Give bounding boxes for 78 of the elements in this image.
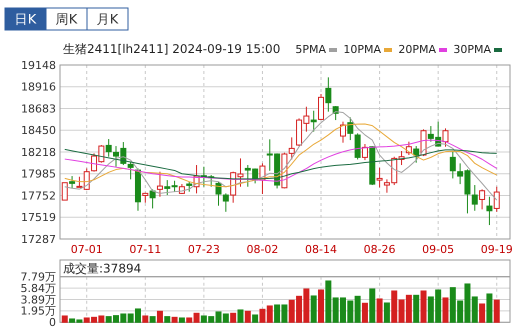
x-tick-label: 07-01 xyxy=(70,243,103,256)
y-tick-label: 3.89万 xyxy=(20,293,56,306)
candlestick xyxy=(142,192,148,204)
x-tick-label: 09-19 xyxy=(480,243,513,256)
candlestick xyxy=(479,188,486,210)
candlestick xyxy=(413,146,420,164)
candlestick xyxy=(376,167,383,188)
legend-label: 5PMA xyxy=(295,43,326,56)
bar xyxy=(156,310,163,323)
bar xyxy=(494,300,500,323)
chart-title: 生猪2411[lh2411] 2024-09-19 15:00 xyxy=(63,42,280,56)
bar xyxy=(318,289,324,323)
y-tick-label: 7.79万 xyxy=(20,270,56,284)
bar xyxy=(442,297,448,323)
x-tick-label: 09-05 xyxy=(422,243,454,256)
candlestick xyxy=(150,188,156,209)
y-tick-label: 17519 xyxy=(21,211,56,224)
bar xyxy=(413,294,420,323)
x-tick-label: 08-14 xyxy=(305,243,338,256)
candlestick xyxy=(354,132,361,160)
candlestick xyxy=(156,171,163,198)
candlestick xyxy=(222,192,229,212)
x-tick-label: 08-02 xyxy=(246,243,278,256)
bar xyxy=(420,290,427,323)
candlestick xyxy=(325,76,332,112)
legend-label: 20PMA xyxy=(398,43,436,56)
bar xyxy=(369,288,376,323)
candlestick xyxy=(450,151,456,179)
y-tick-label: 18218 xyxy=(21,146,56,159)
bar xyxy=(362,302,368,323)
y-tick-label: 17287 xyxy=(21,232,56,246)
y-tick-label: 18683 xyxy=(21,102,56,116)
candlestick xyxy=(486,196,492,226)
bar xyxy=(178,317,185,323)
bar xyxy=(172,316,178,323)
bar xyxy=(310,295,317,323)
chart-title: 成交量:37894 xyxy=(63,262,142,276)
y-tick-label: 0 xyxy=(49,316,56,329)
text: 日K xyxy=(14,12,37,28)
candlestick xyxy=(310,110,317,132)
candlestick xyxy=(347,116,354,141)
bar xyxy=(384,302,390,323)
legend-label: 30PMA xyxy=(453,43,492,56)
y-tick-label: 17752 xyxy=(21,189,56,202)
bar xyxy=(244,310,251,323)
candlestick xyxy=(106,138,112,158)
candlestick xyxy=(442,128,448,148)
bar xyxy=(376,298,383,323)
x-tick-label: 08-26 xyxy=(364,243,396,256)
x-tick-label: 07-11 xyxy=(129,243,162,256)
y-tick-label: 1.95万 xyxy=(20,304,56,318)
y-tick-label: 17985 xyxy=(21,168,56,181)
y-tick-label: 18450 xyxy=(21,124,56,138)
candlestick xyxy=(62,182,68,201)
y-tick-label: 5.84万 xyxy=(20,282,56,295)
y-tick-label: 18916 xyxy=(21,80,56,94)
candlestick xyxy=(186,181,192,192)
candlestick xyxy=(128,161,134,180)
bar xyxy=(164,316,170,323)
y-tick-label: 19148 xyxy=(21,58,56,72)
text: 周K xyxy=(56,12,78,28)
candlestick xyxy=(362,144,368,161)
candlestick xyxy=(340,121,346,144)
bar xyxy=(142,315,148,323)
candlestick xyxy=(318,93,324,121)
bar xyxy=(237,309,244,323)
bar xyxy=(486,293,492,323)
candlestick xyxy=(494,186,500,212)
bar xyxy=(150,316,156,323)
bar xyxy=(230,312,236,323)
bar xyxy=(252,314,258,323)
candlestick xyxy=(69,176,76,189)
candlestick xyxy=(472,184,478,212)
x-tick-label: 07-23 xyxy=(188,243,220,256)
bar xyxy=(479,303,486,323)
legend-label: 10PMA xyxy=(343,43,382,56)
text: 月K xyxy=(96,12,119,28)
bar xyxy=(62,315,68,323)
